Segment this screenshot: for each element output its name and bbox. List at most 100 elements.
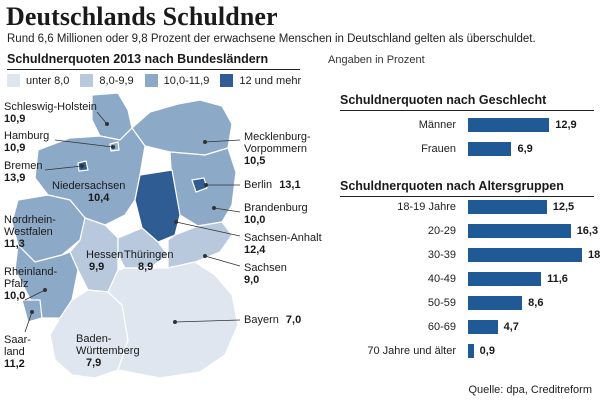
gender-chart-title: Schuldnerquoten nach Geschlecht — [340, 93, 547, 107]
leader-line — [174, 319, 241, 323]
leader-line — [213, 207, 241, 213]
bar-value-label: 12,5 — [552, 201, 575, 213]
source-note: Quelle: dpa, Creditreform — [468, 384, 593, 396]
state-value: 10,0 — [244, 214, 266, 226]
map-legend: unter 8,0 8,0-9,9 10,0-11,9 12 und mehr — [7, 74, 312, 87]
state-name: Rheinland- — [4, 266, 58, 278]
state-value: 8,9 — [138, 261, 154, 273]
leader-dot — [202, 253, 207, 258]
state-schleswig-holstein — [91, 92, 133, 141]
state-name: Nordrhein- — [4, 214, 56, 226]
bar — [468, 118, 550, 132]
label-schleswig-holstein: Schleswig-Holstein 10,9 — [4, 101, 97, 125]
label-hamburg: Hamburg 10,9 — [4, 130, 49, 154]
state-value: 10,0 — [4, 290, 26, 302]
leader-dot — [80, 163, 85, 168]
bar-category-label: 30-39 — [427, 249, 456, 261]
bar-value-label: 18,1 — [588, 249, 600, 261]
legend-swatch — [220, 74, 234, 87]
state-value: 7,0 — [285, 314, 302, 326]
leader-dot — [111, 144, 116, 149]
state-bayern — [107, 261, 239, 379]
bar-category-label: 70 Jahre und älter — [367, 345, 456, 357]
state-name: Berlin — [244, 179, 273, 191]
bar-category-label: 60-69 — [427, 321, 456, 333]
state-name: Mecklenburg- — [244, 131, 311, 143]
age-chart-rule — [340, 196, 594, 197]
state-name: Bayern — [244, 314, 279, 326]
bar-category-label: 40-49 — [427, 273, 456, 285]
state-nordrhein-westfalen — [11, 194, 86, 263]
state-value: 11,3 — [4, 238, 25, 250]
leader-line — [204, 255, 241, 267]
map-heading: Schuldnerquoten 2013 nach Bundesländern — [7, 52, 269, 66]
state-name: Brandenburg — [244, 202, 308, 214]
state-value: 13,1 — [279, 179, 301, 191]
state-thueringen — [117, 227, 169, 269]
label-nordrhein-westfalen: Nordrhein- Westfalen 11,3 — [4, 214, 56, 250]
bar-category-label: 50-59 — [427, 297, 456, 309]
bar-category-label: Männer — [418, 119, 456, 131]
state-name: Hamburg — [4, 130, 50, 142]
state-name: Bremen — [4, 160, 43, 172]
label-mecklenburg-vorpommern: Mecklenburg- Vorpommern 10,5 — [244, 131, 311, 167]
label-saarland: Saar- land 11,2 — [4, 334, 31, 370]
leader-line — [44, 165, 83, 171]
leader-dot — [172, 319, 177, 324]
leader-dot — [29, 309, 34, 314]
label-baden-wuerttemberg: Baden- Württemberg 7,9 — [76, 333, 140, 369]
state-value: 13,9 — [4, 172, 26, 184]
state-value: 10,9 — [4, 113, 26, 125]
legend-swatch — [144, 74, 158, 87]
leader-line — [96, 111, 108, 125]
state-value: 9,9 — [89, 261, 105, 273]
bar — [468, 272, 542, 286]
leader-dot — [202, 139, 207, 144]
label-hessen: Hessen 9,9 — [86, 249, 123, 273]
label-sachsen-anhalt: Sachsen-Anhalt 12,4 — [244, 232, 322, 256]
state-name: Pfalz — [4, 278, 29, 290]
leader-line — [204, 139, 241, 143]
state-name: land — [4, 346, 25, 358]
bar — [468, 320, 498, 334]
leader-line — [24, 289, 46, 301]
leader-dot — [203, 182, 208, 187]
state-value: 12,4 — [244, 244, 266, 256]
bar-value-label: 12,9 — [555, 119, 577, 131]
state-value: 11,2 — [4, 358, 25, 370]
unit-note: Angaben in Prozent — [328, 54, 425, 66]
state-name: Vorpommern — [244, 143, 307, 155]
state-name: Saar- — [4, 334, 31, 346]
label-berlin: Berlin 13,1 — [244, 179, 301, 191]
leader-dot — [173, 219, 178, 224]
state-name: Württemberg — [76, 345, 140, 357]
bar — [468, 224, 571, 238]
bar — [468, 296, 523, 310]
label-rheinland-pfalz: Rheinland- Pfalz 10,0 — [4, 266, 57, 302]
bar-category-label: 18-19 Jahre — [397, 201, 456, 213]
state-name: Niedersachsen — [52, 180, 126, 192]
label-thueringen: Thüringen 8,9 — [124, 249, 174, 273]
state-name: Westfalen — [4, 226, 53, 238]
bar-value-label: 4,7 — [503, 321, 519, 333]
legend-swatch — [7, 74, 20, 87]
age-chart-title: Schuldnerquoten nach Altersgruppen — [340, 179, 564, 193]
leader-line — [24, 311, 33, 333]
state-value: 7,9 — [86, 357, 102, 369]
legend-item: 10,0-11,9 — [144, 74, 210, 87]
legend-label: unter 8,0 — [26, 74, 70, 87]
bar — [468, 344, 474, 358]
state-berlin — [191, 177, 208, 193]
state-value: 9,0 — [244, 274, 260, 286]
state-name: Hessen — [86, 249, 124, 261]
state-value: 10,5 — [244, 155, 266, 167]
legend-item: 8,0-9,9 — [80, 74, 134, 87]
state-value: 10,4 — [88, 192, 110, 204]
state-value: 10,9 — [4, 142, 26, 154]
bar — [468, 248, 583, 262]
legend-label: 10,0-11,9 — [163, 74, 210, 87]
label-brandenburg: Brandenburg 10,0 — [244, 202, 308, 226]
leader-line — [54, 139, 114, 148]
legend-swatch — [80, 74, 94, 87]
